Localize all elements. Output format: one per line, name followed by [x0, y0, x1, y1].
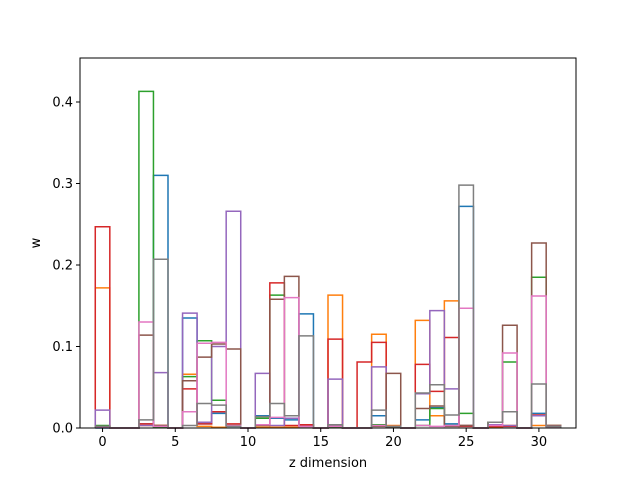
x-tick-label: 20	[385, 435, 402, 450]
x-tick-label: 15	[312, 435, 329, 450]
x-tick-label: 30	[531, 435, 548, 450]
y-tick-label: 0.3	[52, 177, 73, 192]
y-tick-label: 0.4	[52, 96, 73, 111]
plot-frame	[79, 57, 577, 429]
y-axis-label: w	[29, 237, 44, 248]
x-tick-label: 0	[98, 435, 106, 450]
y-tick-label: 0.2	[52, 259, 73, 274]
y-tick-label: 0.0	[52, 422, 73, 437]
x-tick-label: 5	[171, 435, 179, 450]
x-tick-label: 25	[458, 435, 475, 450]
y-axis-ticks: 0.0 0.1 0.2 0.3 0.4	[52, 96, 80, 437]
x-axis-ticks: 0 5 10 15 20 25 30	[98, 428, 547, 450]
x-tick-label: 10	[240, 435, 257, 450]
y-tick-label: 0.1	[52, 340, 73, 355]
x-axis-label: z dimension	[289, 456, 367, 471]
